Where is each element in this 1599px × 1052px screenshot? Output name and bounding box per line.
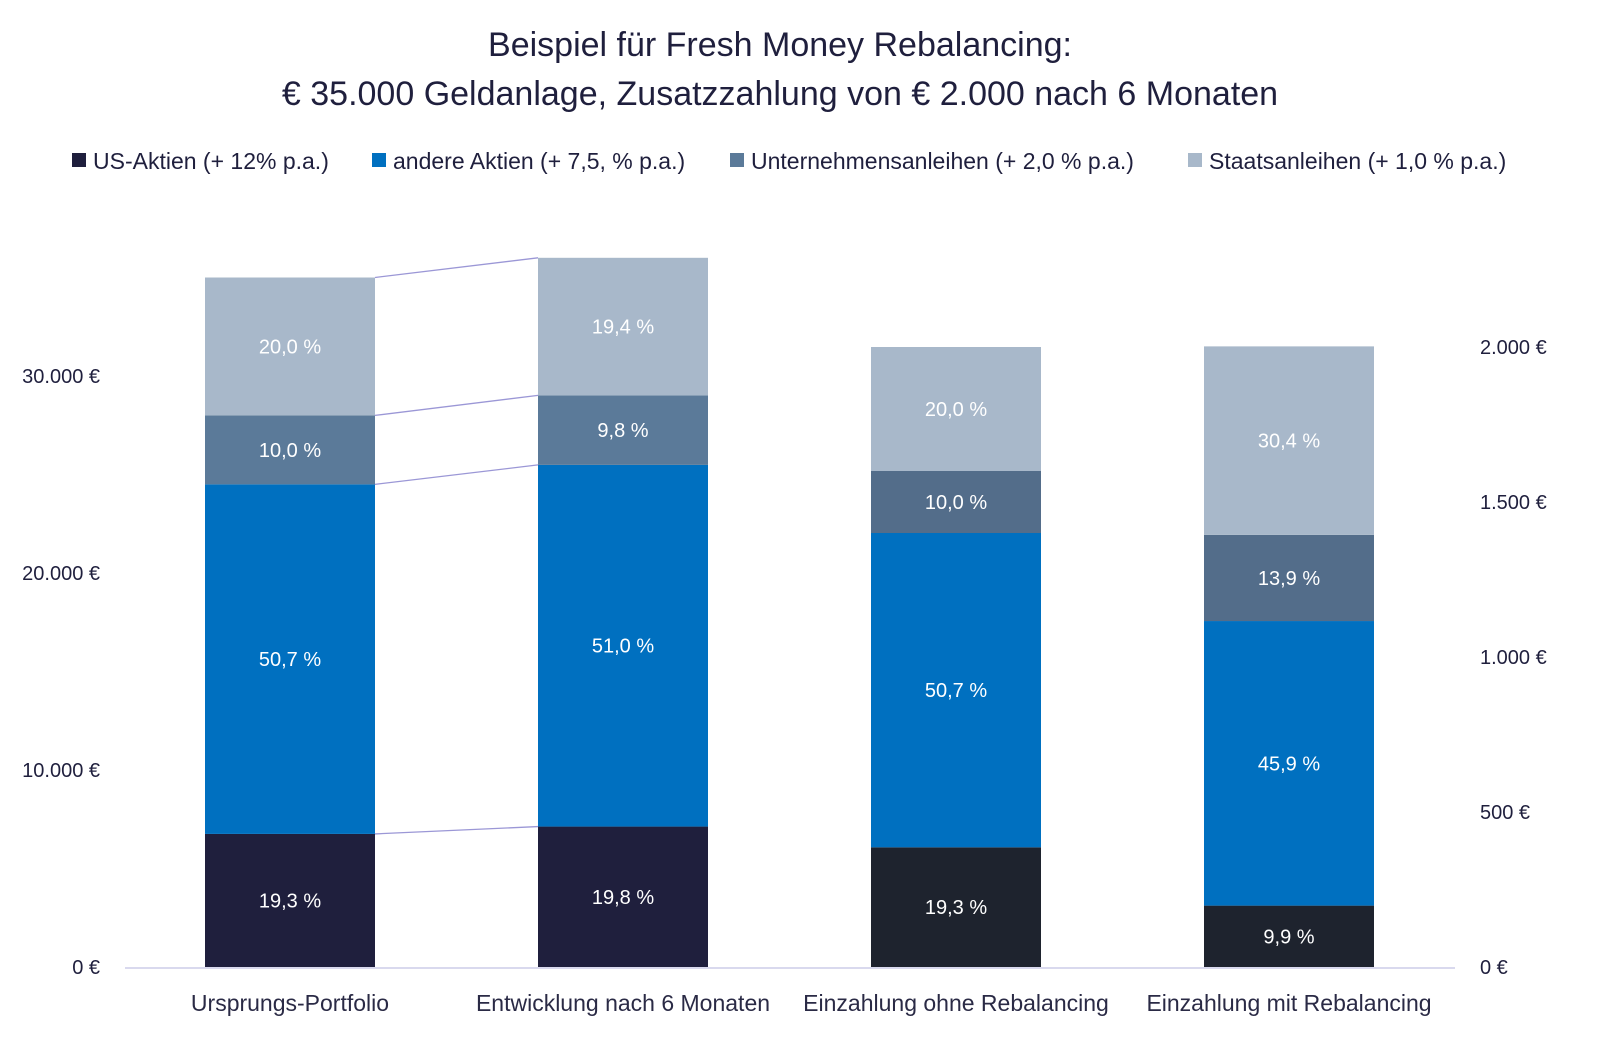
- bar-segment: [1204, 905, 1374, 967]
- bars: 19,3 % 50,7 % 10,0 % 20,0 % 19,8 % 51,0 % 9,8 …: [205, 257, 1374, 967]
- bar-segment: [205, 484, 375, 834]
- chart-subtitle: € 35.000 Geldanlage, Zusatzzahlung von €…: [282, 75, 1278, 113]
- bar-segment: [871, 471, 1041, 533]
- y-left-tick-label: 30.000 €: [22, 366, 100, 388]
- data-label: 9,8 %: [597, 420, 648, 442]
- data-label: 20,0 %: [259, 336, 321, 358]
- x-axis-categories: Ursprungs-Portfolio Entwicklung nach 6 Mo…: [191, 990, 1432, 1016]
- bar-segment: [871, 847, 1041, 967]
- y-left-tick-label: 0 €: [72, 957, 100, 979]
- bar-segment: [538, 464, 708, 827]
- series-connector-line: [374, 825, 539, 835]
- bar-segment: [1204, 534, 1374, 622]
- data-label: 20,0 %: [925, 399, 987, 421]
- y-axis-right: 0 € 500 € 1.000 € 1.500 € 2.000 €: [1480, 337, 1547, 979]
- y-right-tick-label: 1.500 €: [1480, 492, 1547, 514]
- data-label: 45,9 %: [1258, 753, 1320, 775]
- legend: US-Aktien (+ 12% p.a.) andere Aktien (+ 7…: [72, 148, 1506, 174]
- bar-segment: [205, 415, 375, 485]
- y-right-tick-label: 1.000 €: [1480, 647, 1547, 669]
- y-left-tick-label: 10.000 €: [22, 760, 100, 782]
- data-label: 19,3 %: [259, 890, 321, 912]
- legend-swatch: [1188, 153, 1202, 167]
- data-label: 13,9 %: [1258, 568, 1320, 590]
- series-connector-line: [374, 464, 539, 485]
- bar-segment: [1204, 346, 1374, 535]
- connector-lines: [374, 257, 539, 835]
- series-connector-line: [374, 394, 539, 417]
- y-right-tick-label: 2.000 €: [1480, 337, 1547, 359]
- bar-segment: [1204, 621, 1374, 906]
- bar-segment: [538, 257, 708, 396]
- legend-swatch: [72, 153, 86, 167]
- data-label: 51,0 %: [592, 636, 654, 658]
- data-label: 9,9 %: [1263, 926, 1314, 948]
- y-right-tick-label: 0 €: [1480, 957, 1508, 979]
- bar-segment: [538, 826, 708, 967]
- bar-segment: [538, 395, 708, 465]
- data-label: 19,8 %: [592, 887, 654, 909]
- bar-segment: [871, 533, 1041, 848]
- bar-segment: [205, 277, 375, 416]
- legend-swatch: [372, 153, 386, 167]
- legend-swatch: [730, 153, 744, 167]
- legend-label: US-Aktien (+ 12% p.a.): [93, 148, 329, 174]
- x-category-label: Ursprungs-Portfolio: [191, 990, 389, 1016]
- legend-label: andere Aktien (+ 7,5, % p.a.): [393, 148, 685, 174]
- x-category-label: Entwicklung nach 6 Monaten: [476, 990, 770, 1016]
- data-label: 50,7 %: [925, 680, 987, 702]
- data-label: 10,0 %: [259, 440, 321, 462]
- chart-title: Beispiel für Fresh Money Rebalancing:: [488, 26, 1072, 64]
- data-label: 50,7 %: [259, 649, 321, 671]
- data-label: 10,0 %: [925, 492, 987, 514]
- x-category-label: Einzahlung ohne Rebalancing: [803, 990, 1109, 1016]
- y-left-tick-label: 20.000 €: [22, 563, 100, 585]
- y-right-tick-label: 500 €: [1480, 802, 1530, 824]
- data-label: 19,3 %: [925, 897, 987, 919]
- bar-segment: [871, 347, 1041, 471]
- data-label: 30,4 %: [1258, 431, 1320, 453]
- y-axis-left: 0 € 10.000 € 20.000 € 30.000 €: [22, 366, 100, 979]
- x-category-label: Einzahlung mit Rebalancing: [1146, 990, 1431, 1016]
- data-label: 19,4 %: [592, 317, 654, 339]
- legend-label: Unternehmensanleihen (+ 2,0 % p.a.): [751, 148, 1134, 174]
- bar-segment: [205, 833, 375, 967]
- legend-label: Staatsanleihen (+ 1,0 % p.a.): [1209, 148, 1506, 174]
- series-connector-line: [374, 257, 539, 279]
